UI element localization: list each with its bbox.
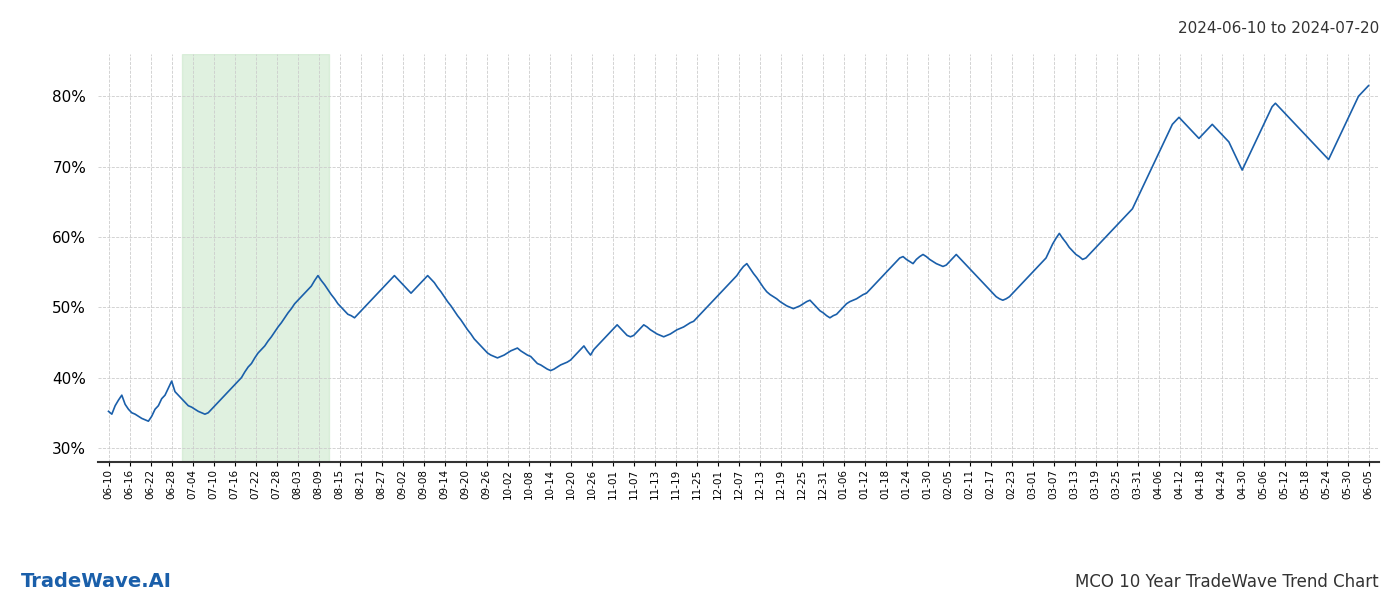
Bar [182, 54, 329, 462]
Text: TradeWave.AI: TradeWave.AI [21, 572, 172, 591]
Text: 2024-06-10 to 2024-07-20: 2024-06-10 to 2024-07-20 [1177, 21, 1379, 36]
Text: MCO 10 Year TradeWave Trend Chart: MCO 10 Year TradeWave Trend Chart [1075, 573, 1379, 591]
